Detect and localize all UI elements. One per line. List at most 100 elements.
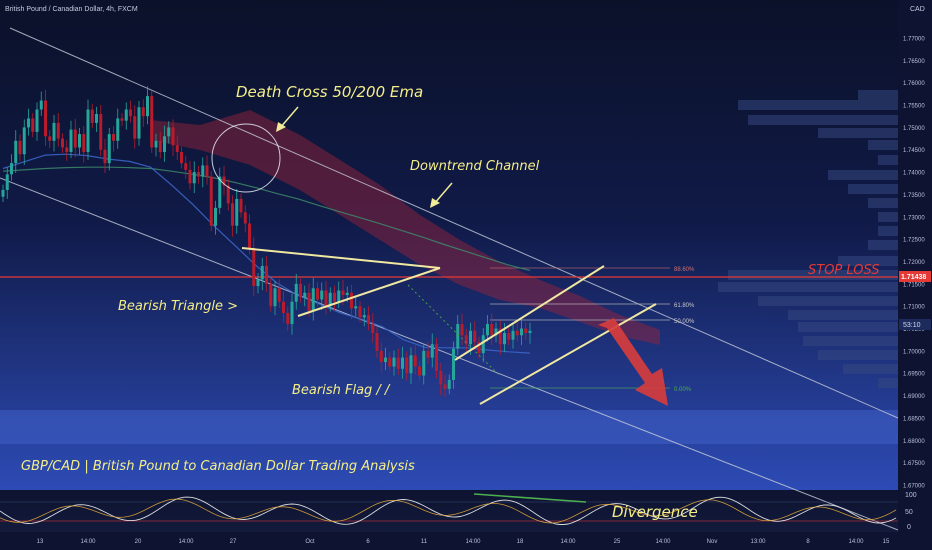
candle-body [146, 96, 149, 117]
candle-body [290, 301, 294, 325]
candle-body [371, 324, 375, 334]
candle-body [31, 118, 35, 132]
time-tick-label: 13:00 [750, 539, 766, 545]
candle-body [379, 350, 383, 363]
candle-body [73, 129, 77, 148]
candle-body [192, 172, 196, 184]
candle-body [413, 355, 417, 367]
bearish-flag-label: Bearish Flag / / [292, 383, 391, 398]
volume-profile-bar [818, 128, 898, 138]
flag-upper-line [454, 265, 605, 361]
candle-body [171, 127, 175, 146]
candle-body [235, 198, 239, 226]
candle-body [388, 357, 392, 367]
price-scale[interactable]: 1.77000 1.76500 1.76000 1.75500 1.75000 1.745… [903, 36, 925, 489]
volume-profile-bar [868, 140, 898, 150]
candle-body [324, 290, 328, 307]
death-cross-arrow [279, 106, 299, 129]
candle-body [188, 169, 192, 184]
time-tick-label: 14:00 [655, 539, 671, 545]
fib-label-88: 88.60% [674, 267, 695, 273]
candle-body [184, 163, 188, 170]
candle-body [307, 292, 311, 311]
volume-profile [718, 90, 898, 388]
candle-body [337, 290, 341, 302]
candle-body [473, 330, 477, 342]
candle-body [503, 333, 506, 345]
candle-body [384, 357, 387, 363]
candle-body [498, 328, 502, 345]
candle-body [396, 357, 400, 369]
time-tick-label: 14:00 [465, 539, 481, 545]
price-tick-label: 1.72500 [903, 238, 925, 244]
candle-body [14, 140, 18, 164]
symbol-title: British Pound / Canadian Dollar, 4h, FXC… [5, 6, 138, 13]
time-axis-background [0, 532, 898, 550]
price-tick-label: 1.70000 [903, 349, 925, 355]
price-tick-label: 1.72000 [903, 260, 925, 266]
volume-profile-bar [728, 270, 898, 280]
price-tick-label: 1.71500 [903, 282, 925, 288]
fib-label-61: 61.80% [674, 303, 695, 309]
candle-body [163, 136, 166, 152]
volume-profile-bar [838, 256, 898, 266]
volume-profile-bar [828, 170, 898, 180]
candle-body [201, 165, 205, 177]
osc-label-50: 50 [905, 509, 913, 516]
candle-body [56, 122, 60, 139]
candle-body [260, 265, 264, 280]
time-tick-label: 14:00 [80, 539, 96, 545]
time-tick-label: 25 [614, 539, 621, 545]
candle-body [61, 138, 64, 148]
channel-arrow [433, 182, 453, 205]
volume-profile-bar [738, 100, 898, 110]
volume-profile-bar [803, 336, 898, 346]
candle-body [528, 330, 532, 334]
candle-body [82, 134, 86, 152]
death-cross-label: Death Cross 50/200 Ema [236, 83, 423, 101]
candle-body [294, 283, 298, 302]
countdown-tag-bg [899, 319, 931, 330]
price-tick-label: 1.74500 [903, 148, 925, 154]
candle-body [120, 118, 124, 121]
volume-profile-bar [858, 90, 898, 100]
candle-body [231, 203, 234, 226]
candle-body [137, 107, 141, 139]
price-tick-label: 1.76000 [903, 81, 925, 87]
candle-body [320, 290, 324, 300]
osc-label-100: 100 [905, 492, 917, 499]
plot-background [0, 0, 898, 490]
currency-label: CAD [910, 6, 925, 13]
oscillator-main-line [0, 496, 897, 525]
candle-body [95, 113, 98, 123]
candle-body [239, 198, 243, 213]
time-tick-label: 8 [806, 539, 810, 545]
candle-body [265, 265, 268, 284]
time-tick-label: 13 [37, 539, 44, 545]
time-tick-label: Oct [305, 539, 315, 545]
candle-body [456, 324, 460, 349]
candle-body [180, 151, 183, 164]
candle-body [439, 371, 443, 385]
time-axis[interactable]: 13 14:00 20 14:00 27 Oct 6 11 14:00 18 14:00 25 14:0… [37, 539, 890, 545]
candle-body [103, 149, 107, 164]
volume-profile-bar [843, 364, 898, 374]
candle-body [248, 223, 251, 249]
candle-body [124, 109, 128, 121]
ichimoku-cloud [150, 110, 660, 345]
flag-lower-line [479, 303, 657, 405]
candle-body [129, 109, 132, 117]
candle-body [1, 189, 5, 197]
candle-body [65, 147, 69, 152]
candle-body [175, 145, 179, 152]
price-tick-label: 1.69000 [903, 394, 925, 400]
volume-profile-bar [748, 115, 898, 125]
candle-body [435, 344, 438, 372]
candle-body [430, 344, 434, 358]
bearish-projection-arrow [598, 318, 668, 406]
candle-body [507, 333, 511, 340]
candle-body [367, 315, 370, 325]
candle-body [158, 140, 162, 152]
